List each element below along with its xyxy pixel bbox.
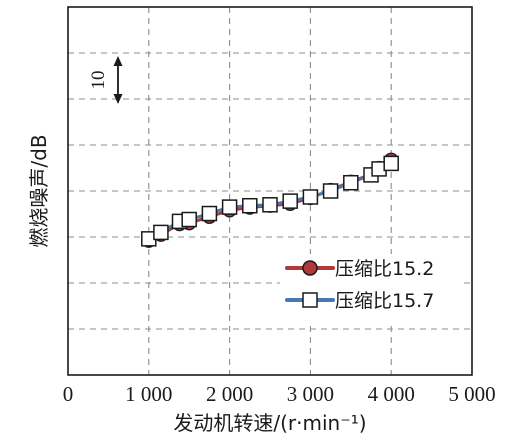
series-layer [141, 152, 399, 248]
x-tick-label: 1 000 [125, 382, 172, 406]
legend: 压缩比15.2 压缩比15.7 [280, 254, 464, 326]
series-2-point [201, 205, 218, 222]
series-2 [141, 155, 399, 247]
x-tick-label: 3 000 [287, 382, 334, 406]
legend-label-series-2: 压缩比15.7 [335, 290, 434, 312]
x-tick-label: 0 [63, 382, 74, 406]
series-2-point [262, 197, 278, 213]
scale-arrow-down-icon [113, 94, 123, 104]
series-2-point [302, 189, 319, 205]
scale-annotation-label: 10 [88, 71, 109, 90]
series-2-point [221, 199, 238, 215]
scale-arrow-up-icon [113, 56, 123, 66]
scale-annotation: 10 [88, 56, 123, 104]
plot-area-frame [67, 6, 473, 376]
series-2-point [322, 183, 339, 199]
y-axis-label: 燃烧噪声/dB [27, 134, 51, 247]
legend-marker-series-2 [302, 292, 318, 308]
legend-label-series-1: 压缩比15.2 [335, 258, 434, 280]
series-2-point [242, 197, 258, 214]
series-2-point [153, 224, 169, 241]
series-2-point [343, 174, 359, 191]
grid-lines [68, 7, 472, 375]
series-2-point [282, 193, 298, 209]
series-2-point [181, 211, 197, 228]
series-2-point [383, 155, 399, 172]
x-tick-label: 5 000 [448, 382, 495, 406]
legend-marker-series-1 [302, 260, 318, 276]
x-tick-label: 4 000 [368, 382, 415, 406]
x-tick-label: 2 000 [206, 382, 253, 406]
x-axis-ticks: 0 1 000 2 000 3 000 4 000 5 000 [63, 382, 496, 406]
x-axis-label: 发动机转速/(r·min⁻¹) [173, 411, 366, 435]
